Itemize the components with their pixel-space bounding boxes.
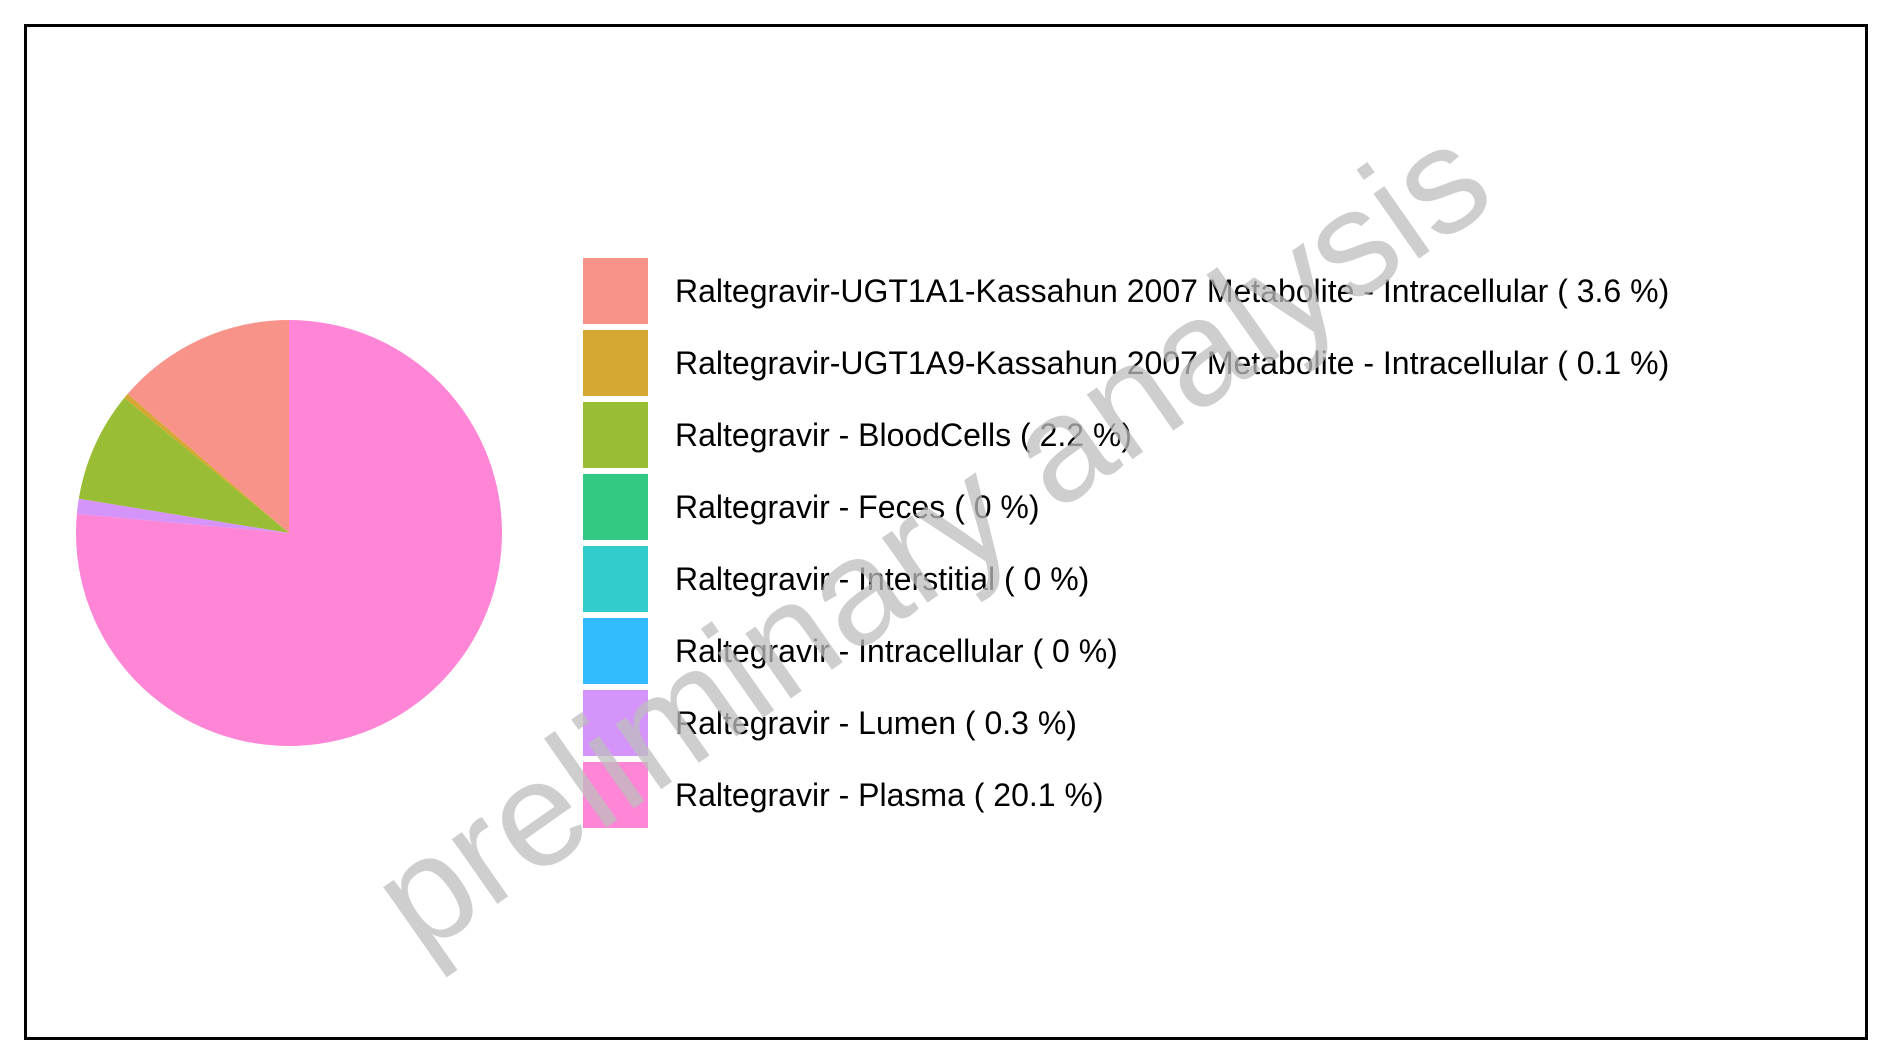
legend-label-7: Raltegravir - Plasma ( 20.1 %): [675, 777, 1104, 813]
legend-swatch-3: [583, 474, 648, 540]
legend-swatch-2: [583, 402, 648, 468]
legend-swatch-0: [583, 258, 648, 324]
watermark-text: preliminary analysis: [343, 91, 1518, 984]
legend-swatch-1: [583, 330, 648, 396]
legend-swatch-4: [583, 546, 648, 612]
pie-slices: [76, 320, 502, 746]
